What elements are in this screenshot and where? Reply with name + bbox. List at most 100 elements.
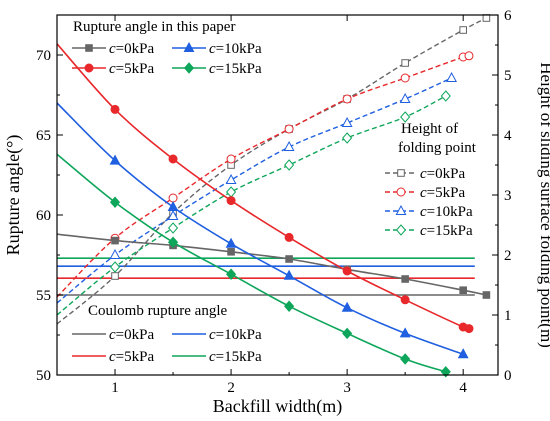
height-legend-marker: [395, 224, 407, 236]
coulomb-legend-label: c=5kPa: [109, 349, 154, 365]
rupture-series-point: [227, 248, 235, 256]
legend-suffix: =0kPa: [427, 166, 466, 182]
height-series-point: [459, 26, 467, 34]
legend-italic-c: c: [109, 327, 116, 343]
legend-italic-c: c: [109, 61, 116, 77]
rupture-series-point: [440, 366, 451, 378]
rupture-series-point: [109, 196, 121, 208]
y-right-tick-label: 3: [504, 188, 512, 204]
height-series-point: [225, 173, 237, 184]
coulomb-legend-label: c=0kPa: [109, 327, 154, 343]
height-series-point: [341, 116, 353, 127]
rupture-series-point: [459, 286, 467, 294]
rupture-series-point: [111, 236, 119, 245]
y-right-tick-label: 4: [504, 128, 512, 144]
legend-italic-c: c: [420, 166, 427, 182]
rupture-series-point: [285, 255, 293, 263]
legend-italic-c: c: [109, 41, 116, 57]
height-series-point: [446, 71, 458, 82]
height-series-point: [342, 94, 352, 104]
height-series-point: [168, 193, 178, 203]
legend-suffix: =5kPa: [116, 61, 155, 77]
rupture-series-point: [464, 324, 474, 334]
height-series-point: [464, 51, 474, 61]
rupture-series-point: [283, 269, 295, 280]
rupture-series-point: [109, 154, 121, 165]
height-legend-marker: [395, 204, 407, 215]
rupture-legend-label: c=5kPa: [109, 61, 154, 77]
rupture-series-point: [400, 295, 410, 305]
y-right-tick-label: 2: [504, 248, 512, 264]
legend-suffix: =5kPa: [427, 185, 466, 201]
height-series-line-2: [56, 77, 452, 304]
height-legend-marker: [397, 169, 405, 177]
rupture-series-point: [225, 237, 237, 248]
y-right-tick-label: 1: [504, 308, 512, 324]
series-layer: [56, 14, 491, 378]
rupture-series-point: [342, 266, 352, 276]
height-series-point: [167, 222, 179, 234]
rupture-legend-marker: [183, 41, 195, 52]
rupture-series-point: [400, 353, 411, 365]
height-series-point: [226, 186, 237, 198]
height-legend-label: c=0kPa: [420, 166, 465, 182]
y-left-tick-label: 50: [36, 368, 51, 384]
legend-italic-c: c: [209, 61, 216, 77]
rupture-series-point: [167, 236, 179, 248]
y-left-tick-label: 60: [36, 208, 51, 224]
height-series-point: [284, 159, 295, 171]
x-tick-label: 1: [111, 380, 119, 396]
legend-suffix: =5kPa: [116, 349, 155, 365]
rupture-series-point: [226, 268, 237, 280]
legend-suffix: =0kPa: [116, 327, 155, 343]
x-axis-label: Backfill width(m): [213, 396, 342, 417]
y-left-tick-label: 65: [36, 128, 51, 144]
legend-suffix: =15kPa: [216, 61, 262, 77]
coulomb-legend-title: Coulomb rupture angle: [88, 303, 227, 319]
rupture-series-point: [399, 327, 411, 338]
height-series-point: [482, 14, 491, 22]
rupture-legend-label: c=10kPa: [209, 41, 262, 57]
height-legend-label: c=15kPa: [420, 223, 473, 239]
height-series-line-1: [56, 54, 471, 298]
rupture-series-line-2: [56, 43, 471, 331]
legend-italic-c: c: [109, 349, 116, 365]
height-series-point: [400, 111, 411, 123]
coulomb-legend-label: c=10kPa: [209, 327, 262, 343]
height-legend-title: Height of: [401, 121, 458, 137]
height-series-point: [167, 209, 179, 220]
x-tick-label: 3: [343, 380, 351, 396]
x-tick-label: 2: [227, 380, 235, 396]
height-series-point: [399, 92, 411, 103]
legend-suffix: =10kPa: [427, 204, 473, 220]
height-legend-marker: [396, 187, 406, 197]
height-series-point: [440, 90, 451, 102]
height-series-point: [111, 272, 119, 280]
rupture-legend-marker: [85, 44, 93, 52]
legend-italic-c: c: [209, 41, 216, 57]
rupture-legend-label: c=0kPa: [109, 41, 154, 57]
legend-suffix: =15kPa: [216, 349, 262, 365]
height-legend-label: c=10kPa: [420, 204, 473, 220]
legend-italic-c: c: [209, 327, 216, 343]
y-right-tick-label: 6: [504, 8, 512, 24]
height-legend-title: folding point: [398, 140, 477, 156]
coulomb-legend-label: c=15kPa: [209, 349, 262, 365]
legend-italic-c: c: [420, 223, 427, 239]
rupture-series-point: [226, 196, 236, 206]
height-series-point: [400, 73, 410, 83]
height-series-point: [401, 59, 409, 67]
x-tick-label: 4: [459, 380, 467, 396]
height-series-point: [284, 124, 294, 134]
rupture-legend-label: c=15kPa: [209, 61, 262, 77]
height-series-point: [109, 261, 121, 273]
rupture-series-point: [110, 104, 120, 114]
rupture-series-line-0: [56, 233, 487, 296]
y-right-tick-label: 0: [504, 368, 512, 384]
height-series-point: [109, 248, 121, 259]
y-right-axis-label: Height of sliding surface folding point(…: [537, 62, 550, 348]
y-right-tick-label: 5: [504, 68, 512, 84]
rupture-series-point: [284, 232, 294, 242]
